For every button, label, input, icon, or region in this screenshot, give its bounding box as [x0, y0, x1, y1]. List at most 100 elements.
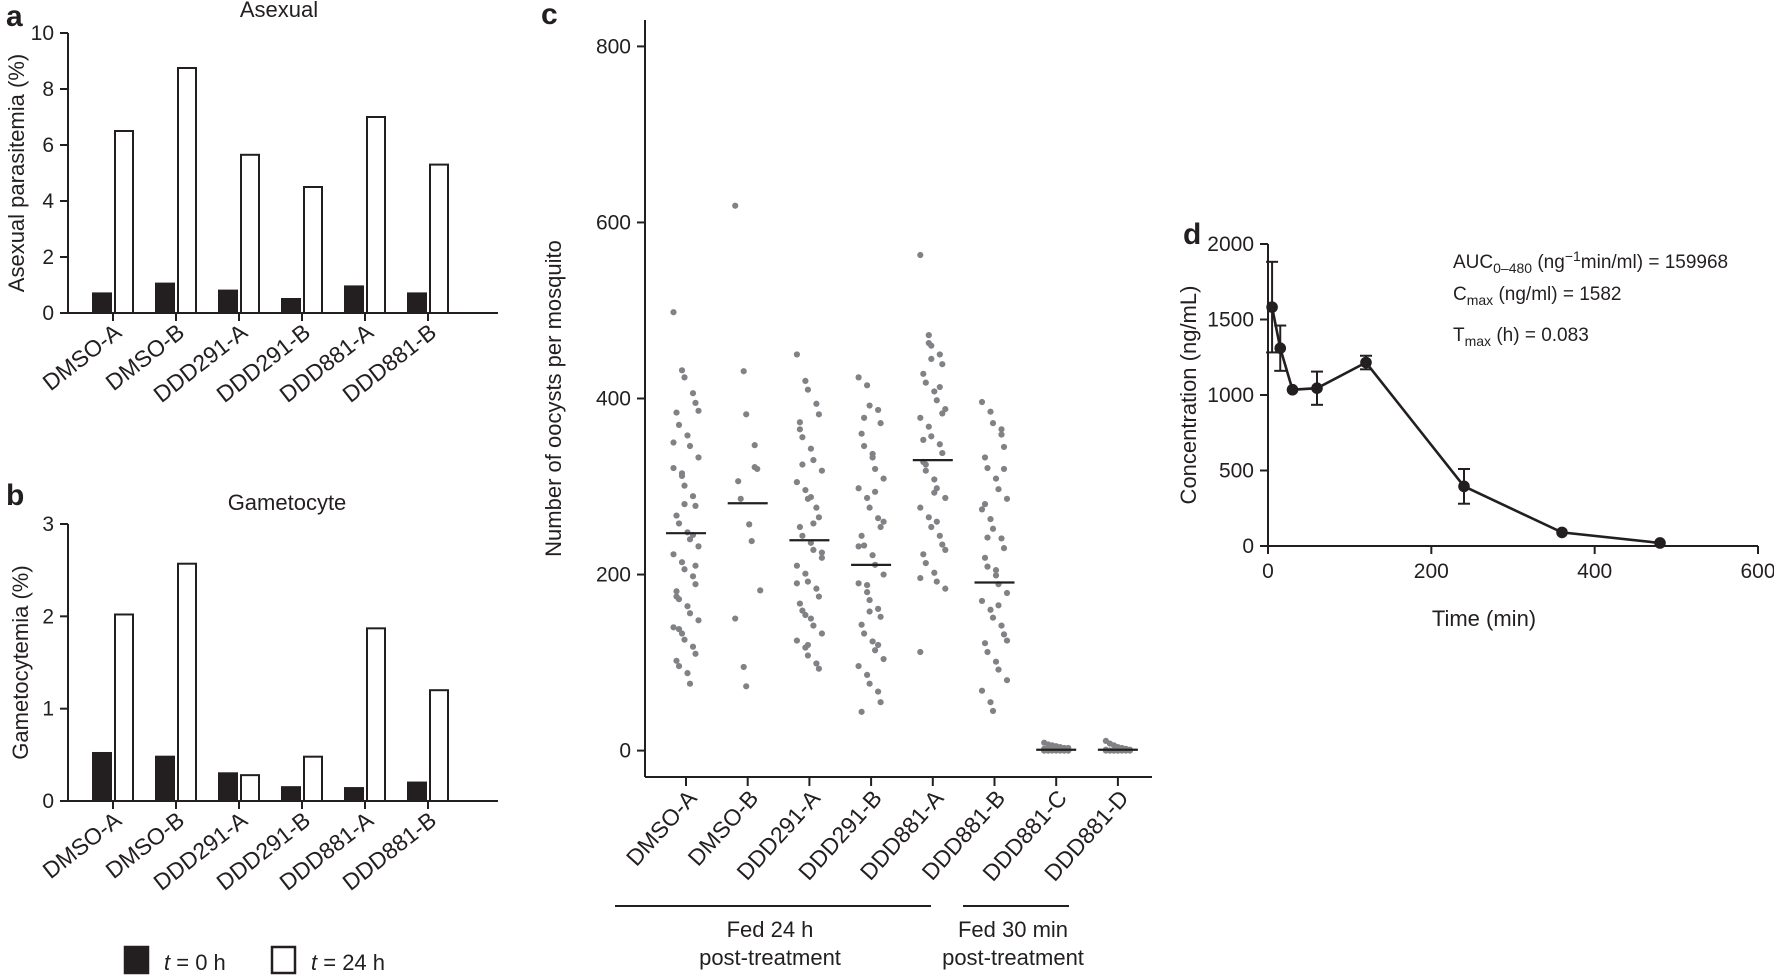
- data-point: [858, 430, 865, 437]
- y-tick-label: 1500: [1207, 309, 1254, 332]
- data-point: [748, 537, 755, 545]
- bar-t24: [114, 130, 134, 314]
- data-point: [939, 449, 946, 457]
- bar-t0: [281, 786, 301, 803]
- data-point: [877, 613, 884, 620]
- bar-t24: [303, 186, 323, 314]
- y-tick-label: 400: [596, 388, 631, 411]
- data-point: [681, 501, 688, 508]
- data-point: [810, 546, 817, 554]
- data-point: [925, 514, 932, 521]
- data-point: [998, 622, 1005, 629]
- data-point: [1003, 589, 1011, 597]
- data-point: [810, 457, 817, 464]
- data-point: [864, 582, 871, 589]
- y-tick-label: 3: [42, 513, 54, 536]
- data-point: [802, 570, 809, 577]
- bar-t0: [407, 781, 427, 802]
- data-point: [804, 578, 812, 585]
- bar-t0: [344, 285, 364, 314]
- data-point: [855, 543, 862, 550]
- data-point: [796, 523, 804, 531]
- data-point: [989, 614, 997, 621]
- data-point: [978, 687, 986, 694]
- data-point: [673, 593, 680, 600]
- data-point: [1003, 637, 1011, 644]
- data-point: [793, 562, 801, 569]
- data-point: [875, 688, 882, 695]
- data-point: [675, 626, 683, 633]
- data-point: [917, 251, 924, 259]
- data-point: [681, 482, 688, 489]
- data-point: [678, 559, 686, 566]
- data-point: [757, 587, 764, 594]
- data-point: [861, 542, 868, 549]
- data-point: [861, 630, 868, 637]
- y-tick-label: 1000: [1207, 384, 1254, 407]
- data-point: [799, 461, 806, 468]
- data-point: [743, 411, 750, 418]
- data-point: [689, 493, 697, 500]
- data-point: [869, 450, 876, 458]
- chart-title: Gametocyte: [228, 490, 347, 515]
- data-point: [1000, 443, 1008, 451]
- data-point: [978, 597, 986, 605]
- data-point: [678, 470, 686, 477]
- data-point: [875, 605, 882, 612]
- bar-t24: [366, 116, 386, 314]
- bar-t24: [429, 163, 449, 314]
- data-point: [807, 493, 815, 501]
- data-point: [864, 382, 871, 389]
- data-point: [880, 655, 887, 663]
- data-point: [928, 355, 935, 362]
- data-point: [984, 563, 991, 570]
- data-point: [917, 574, 924, 582]
- bar-t24: [177, 67, 197, 314]
- data-point: [995, 602, 1002, 609]
- data-point: [936, 441, 943, 448]
- data-point: [855, 662, 862, 670]
- data-point: [681, 636, 688, 643]
- data-point: [1000, 545, 1008, 552]
- data-point: [939, 361, 946, 368]
- data-point: [942, 585, 949, 592]
- data-point: [737, 495, 744, 502]
- data-point: [689, 573, 697, 580]
- data-point: [818, 549, 826, 556]
- data-point: [799, 532, 806, 539]
- bar-t24: [366, 627, 386, 802]
- data-point: [692, 581, 699, 588]
- data-point: [802, 611, 809, 619]
- data-point: [746, 521, 753, 528]
- data-point: [802, 486, 809, 494]
- data-point: [689, 390, 697, 397]
- data-point: [807, 615, 815, 622]
- data-point: [813, 660, 820, 667]
- data-point: [1556, 526, 1568, 539]
- data-point: [692, 502, 699, 509]
- data-point: [796, 600, 804, 607]
- data-point: [796, 419, 804, 426]
- data-point: [942, 494, 949, 502]
- data-point: [992, 658, 1000, 665]
- bar-t24: [114, 613, 134, 803]
- data-point: [675, 662, 683, 670]
- data-point: [858, 708, 865, 715]
- y-tick-label: 0: [619, 740, 631, 763]
- bar-t0: [218, 772, 238, 802]
- data-point: [987, 699, 994, 706]
- data-point: [1000, 631, 1008, 638]
- data-point: [928, 523, 935, 531]
- series-line: [1270, 306, 1661, 545]
- y-axis-title: Asexual parasitemia (%): [4, 54, 29, 292]
- y-tick-label: 0: [42, 302, 54, 325]
- data-point: [875, 641, 882, 649]
- bar-t0: [281, 298, 301, 314]
- data-point: [942, 405, 949, 413]
- data-point: [989, 707, 997, 715]
- data-point: [804, 386, 812, 393]
- data-point: [855, 580, 862, 587]
- data-point: [1360, 356, 1372, 369]
